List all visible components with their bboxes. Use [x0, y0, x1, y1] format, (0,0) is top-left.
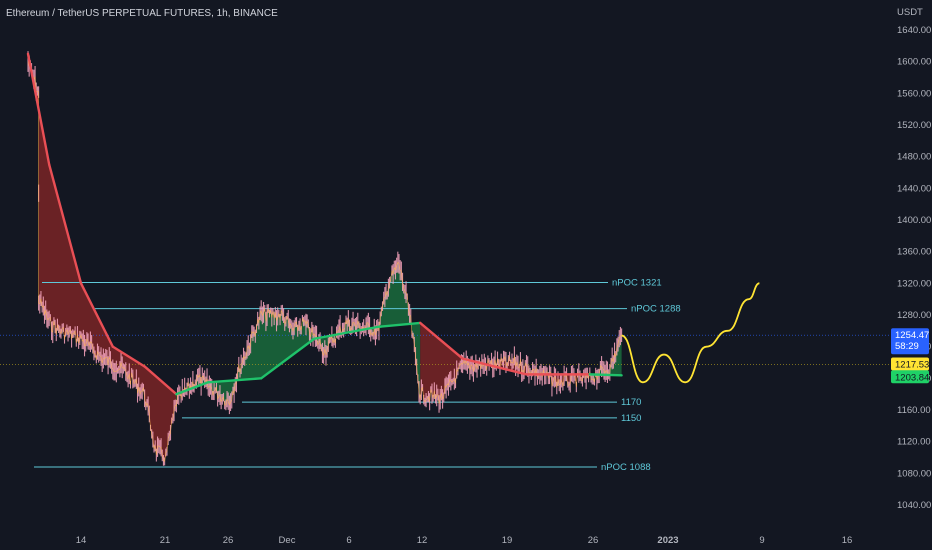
ma-segment	[206, 377, 263, 384]
price-axis[interactable]: USDT 1640.00 1600.00 1560.00 1520.00 1480.00 1…	[897, 7, 931, 511]
ma-segment	[48, 163, 83, 285]
ma-segment	[26, 52, 51, 166]
ma-fill-bearish	[420, 322, 590, 404]
ma-segment	[419, 321, 464, 360]
x-tick-label: 26	[588, 535, 599, 546]
x-tick-label: 6	[346, 535, 351, 546]
x-tick-label: 2023	[657, 535, 678, 546]
chart-title: Ethereum / TetherUS PERPETUAL FUTURES, 1…	[6, 8, 278, 19]
time-axis[interactable]: 14 21 26 Dec 6 12 19 26 2023 9 16	[76, 535, 853, 546]
y-tick-label: 1600.00	[897, 57, 931, 68]
support-value-badge	[891, 370, 929, 384]
y-tick-label: 1320.00	[897, 278, 931, 289]
level-label: 1150	[621, 413, 641, 424]
y-tick-label: 1520.00	[897, 120, 931, 131]
level-label: nPOC 1321	[612, 278, 662, 289]
y-tick-label: 1280.00	[897, 310, 931, 321]
axis-unit: USDT	[897, 7, 923, 18]
x-tick-label: 19	[502, 535, 513, 546]
ma-fill-areas	[28, 53, 622, 462]
x-tick-label: 16	[842, 535, 853, 546]
y-tick-label: 1480.00	[897, 152, 931, 163]
x-tick-label: 14	[76, 535, 87, 546]
ma-fill-bullish	[589, 335, 622, 382]
last-price-badge	[891, 328, 929, 355]
level-label: nPOC 1288	[631, 304, 681, 315]
ma-segment	[461, 357, 528, 376]
ma-segment	[111, 345, 146, 368]
ma-segment	[376, 321, 422, 329]
y-tick-label: 1080.00	[897, 468, 931, 479]
ma-segment	[313, 325, 379, 340]
projection-curve	[621, 282, 760, 384]
projection-path	[621, 282, 760, 384]
level-lines: nPOC 1321 nPOC 1288 1170 1150 nPOC 1088	[0, 278, 890, 473]
y-tick-label: 1560.00	[897, 88, 931, 99]
ma-fill-bearish	[28, 53, 177, 462]
price-series	[27, 51, 623, 466]
ma-value-badge-text: 1217.53	[895, 359, 929, 370]
ma-fill-bullish	[176, 262, 421, 407]
moving-average	[26, 52, 623, 396]
level-label: 1170	[621, 397, 641, 408]
y-tick-label: 1120.00	[897, 437, 931, 448]
ma-segment	[143, 365, 178, 396]
ma-segment	[175, 381, 210, 396]
x-tick-label: 21	[160, 535, 171, 546]
ma-segment	[588, 373, 623, 377]
x-tick-label: 26	[223, 535, 234, 546]
x-tick-label: 12	[417, 535, 428, 546]
ma-value-badge	[891, 357, 929, 371]
y-tick-label: 1640.00	[897, 25, 931, 36]
last-price-badge-text: 58:29	[895, 341, 919, 352]
y-tick-label: 1400.00	[897, 215, 931, 226]
last-price-badge-text: 1254.47	[895, 330, 929, 341]
x-tick-label: 9	[759, 535, 764, 546]
x-tick-label: Dec	[279, 535, 296, 546]
y-tick-label: 1040.00	[897, 500, 931, 511]
y-tick-label: 1360.00	[897, 247, 931, 258]
ma-segment	[79, 282, 115, 348]
price-line	[27, 61, 622, 463]
level-label: nPOC 1088	[601, 462, 651, 473]
y-tick-label: 1160.00	[897, 405, 931, 416]
y-tick-label: 1440.00	[897, 183, 931, 194]
support-value-badge-text: 1203.84	[895, 372, 929, 383]
ma-segment	[260, 337, 316, 380]
